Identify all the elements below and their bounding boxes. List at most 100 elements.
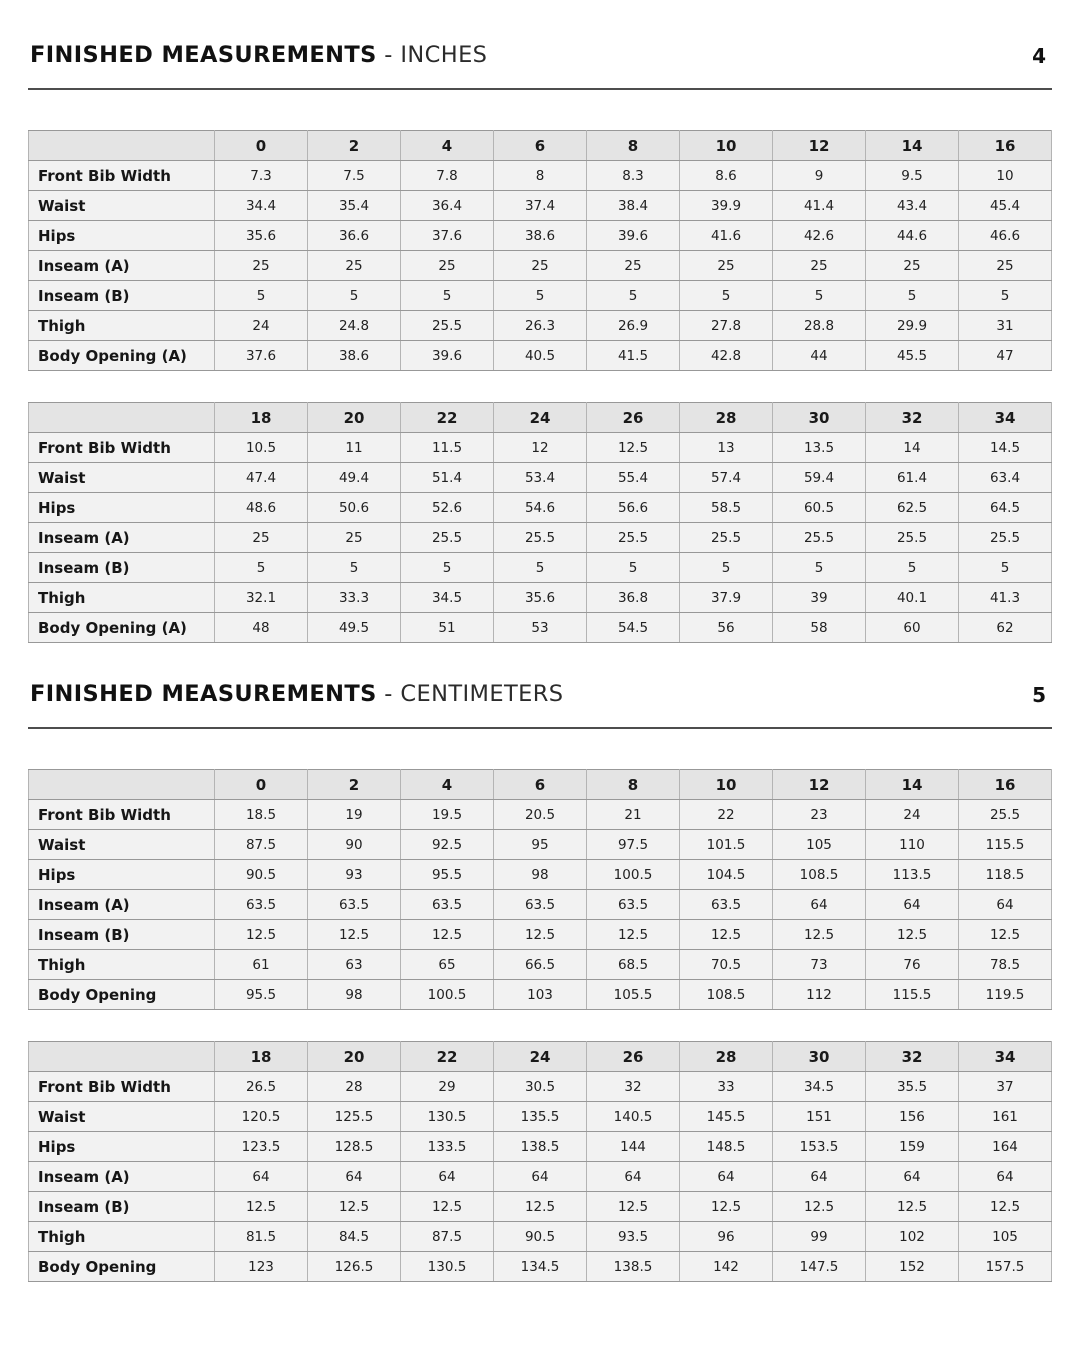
- measurement-value: 42.8: [679, 340, 773, 371]
- measurement-value: 44: [772, 340, 866, 371]
- section-title-unit: - INCHES: [376, 42, 488, 68]
- measurement-value: 8: [493, 160, 587, 191]
- measurement-value: 50.6: [307, 492, 401, 523]
- measurement-value: 54.6: [493, 492, 587, 523]
- measurement-value: 25: [214, 250, 308, 281]
- sections-container: FINISHED MEASUREMENTS - INCHES 4 0 2 4 6 8 10 12…: [28, 20, 1052, 1282]
- measurement-value: 37: [958, 1071, 1052, 1102]
- measurement-value: 25.5: [772, 522, 866, 553]
- table-row: Inseam (B) 5 5 5 5 5 5 5 5 5: [28, 280, 1052, 311]
- table-row: Hips 35.6 36.6 37.6 38.6 39.6 41.6 42.6 44.6 46.6: [28, 220, 1052, 251]
- measurement-value: 101.5: [679, 829, 773, 860]
- measurement-value: 44.6: [865, 220, 959, 251]
- measurement-value: 5: [958, 280, 1052, 311]
- measurement-value: 64: [865, 889, 959, 920]
- table-row: Front Bib Width 7.3 7.5 7.8 8 8.3 8.6 9 9.5 10: [28, 160, 1052, 191]
- measurement-value: 148.5: [679, 1131, 773, 1162]
- measurement-value: 60.5: [772, 492, 866, 523]
- measurement-value: 92.5: [400, 829, 494, 860]
- size-column-header: 20: [307, 402, 401, 433]
- measurement-value: 120.5: [214, 1101, 308, 1132]
- measurement-value: 40.5: [493, 340, 587, 371]
- measurement-value: 90: [307, 829, 401, 860]
- measurement-value: 12.5: [586, 1191, 680, 1222]
- measurement-value: 130.5: [400, 1251, 494, 1282]
- measurement-value: 54.5: [586, 612, 680, 643]
- measurement-value: 96: [679, 1221, 773, 1252]
- measurement-value: 5: [586, 552, 680, 583]
- row-label: Hips: [28, 220, 215, 251]
- measurement-value: 13.5: [772, 432, 866, 463]
- measurement-value: 28: [307, 1071, 401, 1102]
- section-header: FINISHED MEASUREMENTS - INCHES 4: [28, 20, 1052, 90]
- measurement-value: 110: [865, 829, 959, 860]
- measurement-value: 10: [958, 160, 1052, 191]
- measurement-value: 5: [307, 552, 401, 583]
- table-row: Inseam (B) 5 5 5 5 5 5 5 5 5: [28, 552, 1052, 583]
- table-row: Inseam (A) 25 25 25 25 25 25 25 25 25: [28, 250, 1052, 281]
- table-row: Front Bib Width 26.5 28 29 30.5 32 33 34.5 35.5 3…: [28, 1071, 1052, 1102]
- measurement-value: 147.5: [772, 1251, 866, 1282]
- measurement-value: 35.4: [307, 190, 401, 221]
- table-row: Body Opening (A) 48 49.5 51 53 54.5 56 58 60 62: [28, 612, 1052, 643]
- size-table: 0 2 4 6 8 10 12 14 16 Front Bib Width 18.5 19 19.5 20…: [28, 769, 1052, 1010]
- table-row: Inseam (B) 12.5 12.5 12.5 12.5 12.5 12.5 12.5 12…: [28, 919, 1052, 950]
- measurement-value: 64: [958, 1161, 1052, 1192]
- measurement-value: 105: [958, 1221, 1052, 1252]
- measurement-value: 60: [865, 612, 959, 643]
- measurement-value: 25: [772, 250, 866, 281]
- measurement-value: 161: [958, 1101, 1052, 1132]
- measurement-value: 49.5: [307, 612, 401, 643]
- table-row: Thigh 24 24.8 25.5 26.3 26.9 27.8 28.8 29.9 31: [28, 310, 1052, 341]
- measurement-value: 5: [679, 552, 773, 583]
- measurement-value: 14: [865, 432, 959, 463]
- measurement-value: 41.6: [679, 220, 773, 251]
- measurement-value: 47.4: [214, 462, 308, 493]
- measurement-value: 12.5: [400, 1191, 494, 1222]
- size-column-header: 26: [586, 402, 680, 433]
- measurement-value: 7.3: [214, 160, 308, 191]
- measurement-value: 66.5: [493, 949, 587, 980]
- measurement-value: 12.5: [679, 1191, 773, 1222]
- size-column-header: 6: [493, 769, 587, 800]
- measurement-value: 63: [307, 949, 401, 980]
- size-table-body: Front Bib Width 7.3 7.5 7.8 8 8.3 8.6 9 9.5 10 Wai…: [28, 160, 1052, 371]
- size-column-header: 4: [400, 130, 494, 161]
- measurement-value: 9: [772, 160, 866, 191]
- measurement-value: 102: [865, 1221, 959, 1252]
- measurement-value: 95.5: [214, 979, 308, 1010]
- measurement-value: 5: [958, 552, 1052, 583]
- measurement-value: 68.5: [586, 949, 680, 980]
- measurement-value: 5: [493, 552, 587, 583]
- measurement-value: 45.4: [958, 190, 1052, 221]
- row-label: Thigh: [28, 1221, 215, 1252]
- size-column-header: 4: [400, 769, 494, 800]
- row-label: Waist: [28, 190, 215, 221]
- measurement-value: 159: [865, 1131, 959, 1162]
- measurement-section: FINISHED MEASUREMENTS - INCHES 4 0 2 4 6 8 10 12…: [28, 20, 1052, 643]
- measurement-value: 62.5: [865, 492, 959, 523]
- measurement-value: 12.5: [214, 1191, 308, 1222]
- measurement-value: 22: [679, 799, 773, 830]
- measurement-value: 53.4: [493, 462, 587, 493]
- size-column-header: 30: [772, 402, 866, 433]
- measurement-value: 38.6: [493, 220, 587, 251]
- measurement-value: 25: [586, 250, 680, 281]
- row-label: Inseam (A): [28, 522, 215, 553]
- measurement-value: 36.4: [400, 190, 494, 221]
- measurement-value: 59.4: [772, 462, 866, 493]
- measurement-value: 12.5: [493, 919, 587, 950]
- measurement-value: 56.6: [586, 492, 680, 523]
- measurement-value: 46.6: [958, 220, 1052, 251]
- measurement-value: 63.5: [493, 889, 587, 920]
- measurement-value: 25: [307, 522, 401, 553]
- measurement-value: 19.5: [400, 799, 494, 830]
- measurement-value: 64: [586, 1161, 680, 1192]
- measurement-value: 18.5: [214, 799, 308, 830]
- measurement-value: 47: [958, 340, 1052, 371]
- measurement-value: 133.5: [400, 1131, 494, 1162]
- measurement-value: 24: [214, 310, 308, 341]
- size-column-header: 26: [586, 1041, 680, 1072]
- measurement-value: 70.5: [679, 949, 773, 980]
- measurement-value: 25.5: [493, 522, 587, 553]
